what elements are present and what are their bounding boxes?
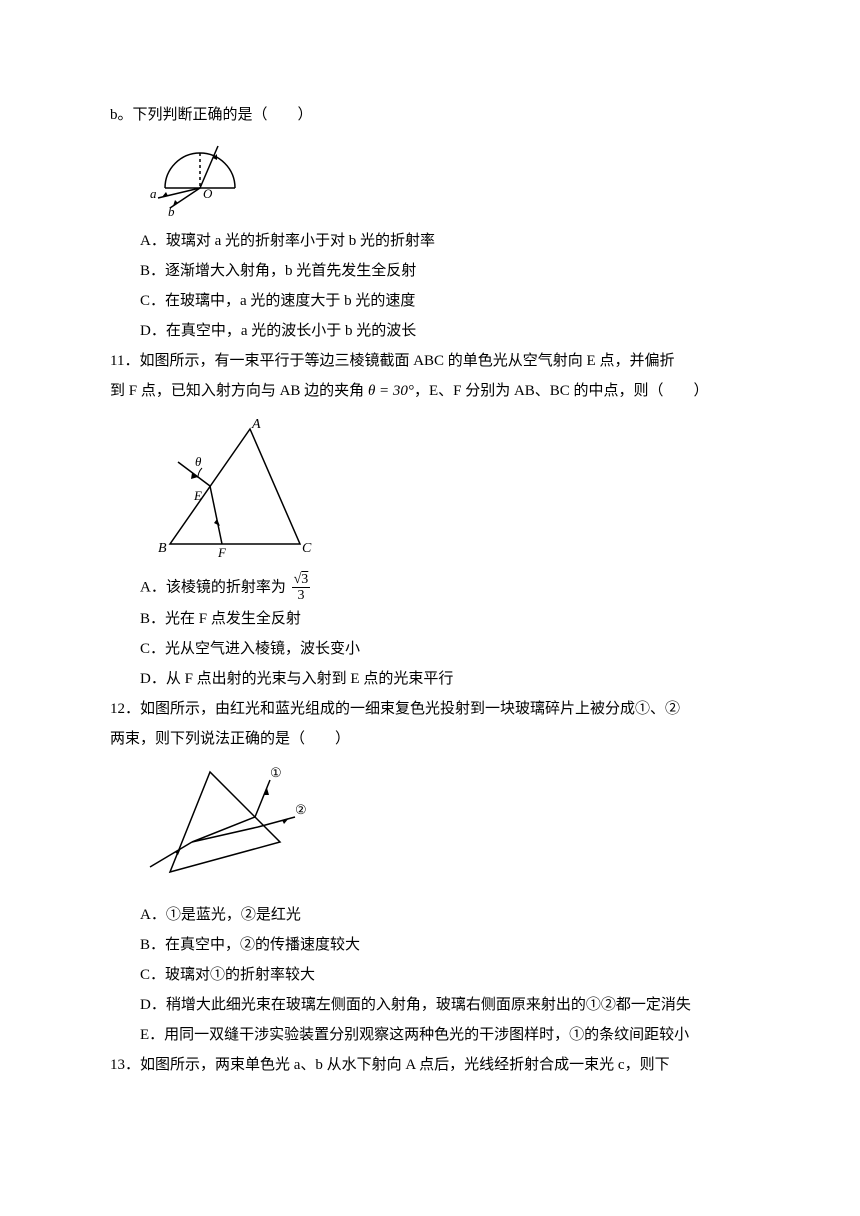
label-b: B: [158, 541, 167, 556]
q12-stem-line1: 12．如图所示，由红光和蓝光组成的一细束复色光投射到一块玻璃碎片上被分成①、②: [110, 694, 750, 724]
label-theta: θ: [195, 454, 202, 469]
q12-option-e: E．用同一双缝干涉实验装置分别观察这两种色光的干涉图样时，①的条纹间距较小: [110, 1020, 750, 1050]
q11-stem2-pre: 到 F 点，已知入射方向与 AB 边的夹角: [110, 383, 368, 399]
arrow-ef: [214, 519, 220, 526]
out-ray-1: [255, 780, 270, 817]
q12-option-c: C．玻璃对①的折射率较大: [110, 960, 750, 990]
arrow-in: [175, 848, 181, 855]
label-one: ①: [270, 765, 282, 780]
q11-option-a: A．该棱镜的折射率为 √33: [110, 572, 750, 604]
q11-option-b: B．光在 F 点发生全反射: [110, 604, 750, 634]
q11-option-c: C．光从空气进入棱镜，波长变小: [110, 634, 750, 664]
label-a: a: [150, 186, 157, 201]
q11-opta-fraction: √33: [292, 572, 311, 604]
label-two: ②: [295, 802, 307, 817]
q11-option-d: D．从 F 点出射的光束与入射到 E 点的光束平行: [110, 664, 750, 694]
q13-stem: 13．如图所示，两束单色光 a、b 从水下射向 A 点后，光线经折射合成一束光 …: [110, 1050, 750, 1080]
q10-figure: a b O: [110, 138, 750, 218]
incoming-ray: [150, 842, 192, 867]
q11-stem2-post: ，E、F 分别为 AB、BC 的中点，则（ ）: [414, 383, 709, 399]
semicircle-arc: [165, 153, 235, 188]
q12-option-b: B．在真空中，②的传播速度较大: [110, 930, 750, 960]
q12-option-a: A．①是蓝光，②是红光: [110, 900, 750, 930]
triangle-abc: [170, 429, 300, 544]
q12-figure: ① ②: [110, 762, 750, 892]
label-c: C: [302, 541, 312, 556]
q12-option-d: D．稍增大此细光束在玻璃左侧面的入射角，玻璃右侧面原来射出的①②都一定消失: [110, 990, 750, 1020]
glass-fragment: [170, 772, 280, 872]
incident-ray: [178, 462, 210, 486]
q10-option-d: D．在真空中，a 光的波长小于 b 光的波长: [110, 316, 750, 346]
q11-figure: A B C E F θ: [110, 414, 750, 564]
q11-theta: θ = 30°: [368, 383, 414, 399]
q11-stem-line2: 到 F 点，已知入射方向与 AB 边的夹角 θ = 30°，E、F 分别为 AB…: [110, 376, 750, 406]
label-b: b: [168, 204, 175, 218]
label-o: O: [203, 186, 213, 201]
q11-stem-line1: 11．如图所示，有一束平行于等边三棱镜截面 ABC 的单色光从空气射向 E 点，…: [110, 346, 750, 376]
label-e: E: [193, 488, 202, 503]
angle-arc: [198, 468, 202, 478]
incident-ray: [200, 146, 218, 188]
q10-option-a: A．玻璃对 a 光的折射率小于对 b 光的折射率: [110, 226, 750, 256]
q10-option-b: B．逐渐增大入射角，b 光首先发生全反射: [110, 256, 750, 286]
q10-intro: b。下列判断正确的是（ ）: [110, 100, 750, 130]
label-f: F: [217, 545, 227, 560]
refracted-ray-ef: [210, 486, 222, 544]
q11-opta-pre: A．该棱镜的折射率为: [140, 579, 290, 595]
q10-option-c: C．在玻璃中，a 光的速度大于 b 光的速度: [110, 286, 750, 316]
q11-frac-num: √3: [294, 572, 309, 587]
q11-frac-den: 3: [292, 588, 311, 603]
label-a: A: [251, 417, 261, 432]
q12-stem-line2: 两束，则下列说法正确的是（ ）: [110, 724, 750, 754]
out-ray-2: [258, 817, 295, 827]
